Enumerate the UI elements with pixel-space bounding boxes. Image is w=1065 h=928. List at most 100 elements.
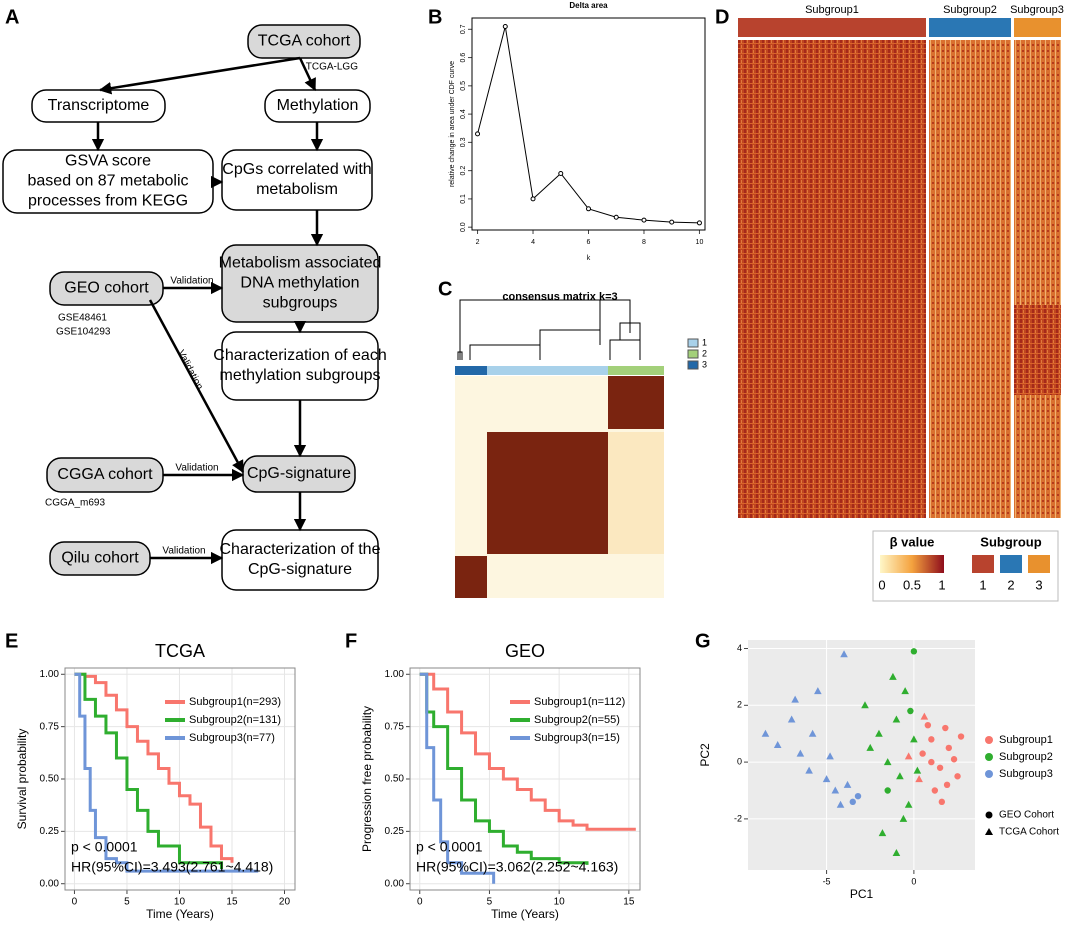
group-label: Subgroup2 bbox=[943, 4, 997, 16]
legend-swatch bbox=[1028, 555, 1050, 573]
chart-title: GEO bbox=[505, 641, 545, 661]
survival-curve bbox=[419, 672, 496, 884]
node-text: Metabolism associated bbox=[219, 255, 382, 272]
heatmap-block bbox=[608, 432, 664, 554]
node-text: Characterization of each bbox=[213, 347, 386, 364]
node-text: GEO cohort bbox=[64, 280, 149, 297]
beta-scale bbox=[880, 555, 944, 573]
legend-title: β value bbox=[890, 534, 935, 549]
point bbox=[892, 715, 901, 723]
y-tick-label: 0.00 bbox=[40, 878, 60, 889]
y-tick-label: 0.3 bbox=[460, 137, 467, 147]
y-tick-label: 4 bbox=[737, 643, 742, 653]
heatmap-block bbox=[929, 40, 1011, 518]
point bbox=[808, 729, 817, 737]
survival-curve bbox=[419, 672, 636, 831]
point bbox=[791, 695, 799, 703]
point bbox=[849, 798, 856, 806]
chart-title: Delta area bbox=[569, 1, 608, 10]
legend-text: Subgroup2(n=55) bbox=[534, 714, 620, 726]
plot-frame bbox=[471, 17, 706, 231]
x-tick-label: 5 bbox=[487, 897, 493, 908]
y-tick-label: 0.75 bbox=[385, 721, 405, 732]
legend-text: Subgroup3(n=15) bbox=[534, 732, 620, 744]
legend-swatch bbox=[687, 349, 699, 359]
legend-text: Subgroup1 bbox=[999, 734, 1053, 746]
legend-tick: 2 bbox=[1007, 577, 1014, 592]
point bbox=[696, 220, 702, 226]
point bbox=[915, 775, 923, 783]
survival-curve bbox=[74, 672, 223, 870]
node-text: Characterization of the bbox=[220, 541, 381, 558]
point bbox=[943, 781, 951, 789]
subgroup-bar bbox=[738, 18, 926, 37]
x-tick-label: 15 bbox=[623, 897, 635, 908]
node-text: DNA methylation bbox=[240, 275, 359, 292]
legend-text: GEO Cohort bbox=[999, 810, 1054, 821]
plot-bg bbox=[748, 640, 975, 870]
dendrogram bbox=[457, 299, 641, 360]
legend-swatch bbox=[985, 753, 993, 761]
heatmap-block bbox=[1014, 40, 1061, 518]
node-text: CGGA cohort bbox=[57, 466, 153, 483]
plot-frame bbox=[409, 667, 641, 891]
annotation: HR(95%CI)=3.062(2.252~4.163) bbox=[416, 859, 618, 875]
legend-text: Subgroup1(n=293) bbox=[189, 696, 281, 708]
point bbox=[878, 829, 887, 837]
x-tick-label: 4 bbox=[531, 239, 535, 246]
point bbox=[883, 758, 892, 766]
point bbox=[913, 766, 922, 774]
node-text: Methylation bbox=[277, 97, 359, 114]
flow-node bbox=[221, 529, 379, 591]
survival-curve bbox=[419, 672, 589, 865]
legend-swatch bbox=[1000, 555, 1022, 573]
point bbox=[910, 648, 918, 655]
x-tick-label: 2 bbox=[476, 239, 480, 246]
flow-arrow bbox=[298, 57, 317, 92]
point bbox=[936, 764, 944, 771]
x-tick-label: 15 bbox=[226, 897, 238, 908]
y-tick-label: 1.00 bbox=[385, 669, 405, 680]
y-tick-label: 0.6 bbox=[460, 53, 467, 63]
legend-text: Subgroup2 bbox=[999, 751, 1053, 763]
group-label: Subgroup3 bbox=[1010, 4, 1064, 16]
point bbox=[836, 800, 845, 808]
y-tick-label: 0.5 bbox=[460, 81, 467, 91]
panel-label: B bbox=[428, 6, 442, 28]
point bbox=[924, 721, 932, 729]
survival-curve bbox=[74, 672, 234, 863]
legend-text: 2 bbox=[702, 348, 707, 358]
point bbox=[613, 214, 619, 220]
annotation: p < 0.0001 bbox=[416, 839, 483, 855]
point bbox=[843, 780, 852, 788]
legend-shape bbox=[985, 828, 993, 835]
legend-text: Subgroup1(n=112) bbox=[534, 696, 625, 708]
methylation-heatmap bbox=[738, 18, 1061, 602]
x-tick-label: 0 bbox=[417, 897, 423, 908]
point bbox=[901, 687, 909, 695]
point bbox=[822, 775, 831, 783]
flow-node bbox=[221, 331, 379, 401]
annotation: HR(95%CI)=3.493(2.761~4.418) bbox=[71, 859, 273, 875]
point bbox=[896, 772, 904, 780]
point bbox=[920, 712, 929, 720]
node-text: CpG-signature bbox=[248, 561, 352, 578]
group-label: Subgroup1 bbox=[805, 4, 859, 16]
legend-text: 1 bbox=[702, 337, 707, 347]
subgroup-bar bbox=[929, 18, 1011, 37]
point bbox=[928, 736, 935, 743]
point bbox=[796, 749, 805, 757]
line bbox=[477, 26, 700, 224]
legend-swatch bbox=[985, 736, 993, 744]
point bbox=[814, 687, 822, 695]
legend-swatch bbox=[687, 338, 699, 348]
point bbox=[787, 715, 796, 723]
group-bar bbox=[608, 366, 664, 375]
node-text: processes from KEGG bbox=[28, 193, 188, 210]
point bbox=[875, 729, 883, 737]
edge-label: Validation bbox=[175, 463, 218, 474]
group-bar bbox=[455, 366, 487, 375]
x-tick-label: -5 bbox=[823, 876, 831, 886]
x-tick-label: 6 bbox=[587, 239, 591, 246]
